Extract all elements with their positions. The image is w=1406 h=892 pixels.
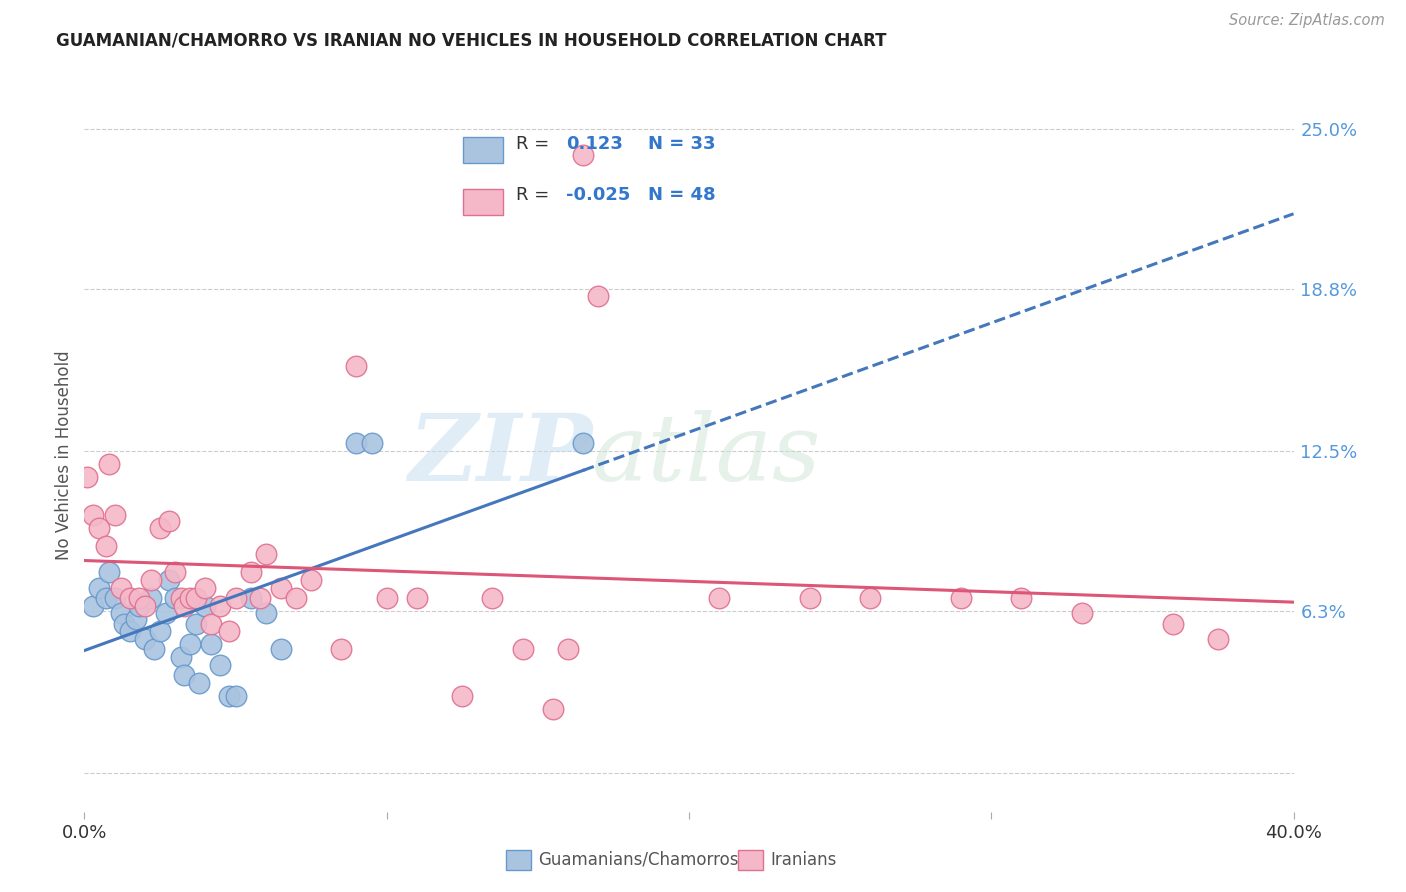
Text: Source: ZipAtlas.com: Source: ZipAtlas.com <box>1229 13 1385 29</box>
Point <box>254 547 277 561</box>
Point <box>104 591 127 605</box>
Point <box>165 565 187 579</box>
Text: atlas: atlas <box>592 410 821 500</box>
Point <box>218 689 240 703</box>
Point <box>360 436 382 450</box>
Text: Iranians: Iranians <box>770 851 837 869</box>
Point <box>299 573 322 587</box>
Point <box>330 642 353 657</box>
Point <box>249 591 271 605</box>
Point <box>94 591 117 605</box>
Point <box>110 607 132 621</box>
Point <box>134 632 156 646</box>
Y-axis label: No Vehicles in Household: No Vehicles in Household <box>55 350 73 560</box>
Point <box>209 657 232 672</box>
Point <box>142 642 165 657</box>
Text: ZIP: ZIP <box>408 410 592 500</box>
Point <box>179 637 201 651</box>
Point <box>239 591 262 605</box>
Point <box>179 591 201 605</box>
Text: -0.025: -0.025 <box>567 186 631 203</box>
Point <box>406 591 429 605</box>
Point <box>859 591 882 605</box>
Point <box>104 508 127 523</box>
Point <box>481 591 503 605</box>
Point <box>1161 616 1184 631</box>
Point <box>200 637 222 651</box>
Point <box>149 521 172 535</box>
Point <box>572 148 595 162</box>
Point <box>209 599 232 613</box>
Text: Guamanians/Chamorros: Guamanians/Chamorros <box>538 851 740 869</box>
Point <box>118 591 141 605</box>
Point <box>97 457 120 471</box>
Point <box>225 591 247 605</box>
Point <box>270 642 292 657</box>
Point <box>188 676 211 690</box>
Point <box>155 607 177 621</box>
Text: R =: R = <box>516 186 550 203</box>
Point <box>254 607 277 621</box>
Point <box>1071 607 1094 621</box>
Point <box>541 701 564 715</box>
Point <box>346 359 368 373</box>
Point <box>799 591 821 605</box>
Point <box>194 581 217 595</box>
Point <box>82 599 104 613</box>
Point <box>1206 632 1229 646</box>
Point <box>270 581 292 595</box>
Bar <box>463 189 503 215</box>
Point <box>557 642 579 657</box>
Point <box>125 611 148 625</box>
Point <box>76 470 98 484</box>
Point <box>170 650 193 665</box>
Point <box>194 599 217 613</box>
Point <box>346 436 368 450</box>
Point <box>112 616 135 631</box>
Text: 0.123: 0.123 <box>567 136 623 153</box>
Point <box>139 591 162 605</box>
Point <box>170 591 193 605</box>
Point <box>94 540 117 554</box>
Text: N = 48: N = 48 <box>648 186 716 203</box>
Point <box>709 591 731 605</box>
Point <box>82 508 104 523</box>
Point <box>149 624 172 639</box>
Point <box>285 591 308 605</box>
Point <box>173 668 195 682</box>
Point <box>128 591 150 605</box>
Point <box>186 616 208 631</box>
Point <box>186 591 208 605</box>
Point <box>97 565 120 579</box>
Point <box>157 573 180 587</box>
Point <box>950 591 973 605</box>
Text: R =: R = <box>516 136 550 153</box>
Point <box>239 565 262 579</box>
Point <box>225 689 247 703</box>
Point <box>89 521 111 535</box>
Point <box>588 289 610 303</box>
Bar <box>463 137 503 162</box>
Point <box>1011 591 1033 605</box>
Point <box>134 599 156 613</box>
Point <box>512 642 534 657</box>
Point <box>157 514 180 528</box>
Point <box>173 599 195 613</box>
Point <box>118 624 141 639</box>
Point <box>165 591 187 605</box>
Point <box>139 573 162 587</box>
Point <box>200 616 222 631</box>
Text: N = 33: N = 33 <box>648 136 716 153</box>
Point <box>451 689 474 703</box>
Point <box>128 599 150 613</box>
Point <box>218 624 240 639</box>
Point <box>375 591 398 605</box>
Point <box>110 581 132 595</box>
Point <box>89 581 111 595</box>
Text: GUAMANIAN/CHAMORRO VS IRANIAN NO VEHICLES IN HOUSEHOLD CORRELATION CHART: GUAMANIAN/CHAMORRO VS IRANIAN NO VEHICLE… <box>56 31 887 49</box>
Point <box>572 436 595 450</box>
